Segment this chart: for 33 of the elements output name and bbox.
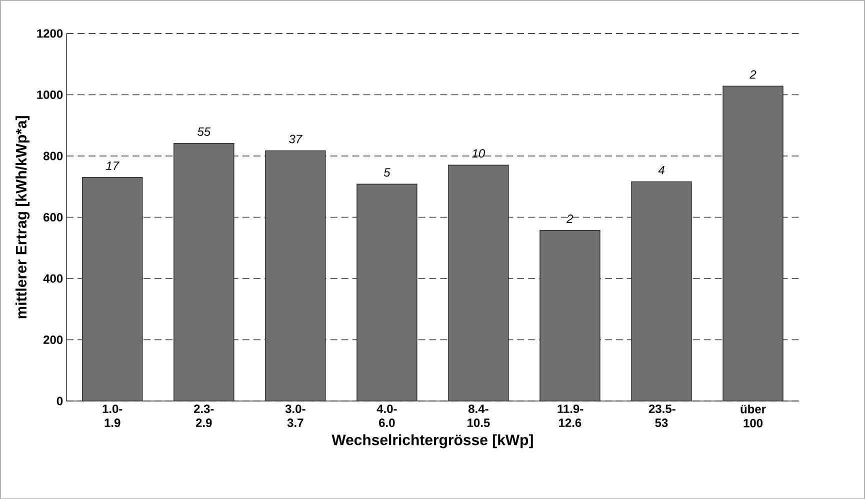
y-tick-label: 1000 <box>37 90 63 99</box>
annotation: 2 <box>566 214 574 223</box>
y-tick-label: 200 <box>44 335 63 344</box>
y-tick-label: 0 <box>56 396 63 406</box>
y-tick-label: 400 <box>43 274 63 283</box>
bar <box>448 164 508 401</box>
annotation: 10 <box>472 148 486 158</box>
y-tick-label: 600 <box>44 212 63 222</box>
bar <box>722 86 784 401</box>
x-tick-label: 23.5-53 <box>648 404 676 427</box>
annotation: 4 <box>658 166 664 174</box>
annotation: 37 <box>289 134 302 144</box>
bar <box>174 143 234 401</box>
annotation: 17 <box>106 161 120 170</box>
y-tick-label: 800 <box>43 152 63 160</box>
x-tick-label: über 100 <box>740 404 766 428</box>
x-tick-label: 3.0-3.7 <box>285 404 306 427</box>
x-tick-label: 8.4-10.5 <box>468 404 490 427</box>
bar <box>632 182 692 401</box>
bar <box>82 177 142 401</box>
y-tick-label: 1200 <box>37 29 63 38</box>
x-tick-label: 2.3-2.9 <box>194 404 214 427</box>
bar <box>265 150 326 401</box>
annotation: 5 <box>384 168 390 176</box>
bar <box>540 230 600 401</box>
x-tick-label: 1.0-1.9 <box>102 404 122 427</box>
y-axis-title: mittlerer Ertrag [kWh/kWp*a] <box>16 116 30 318</box>
x-tick-label: 11.9-12.6 <box>558 404 584 427</box>
annotation: 2 <box>750 70 756 78</box>
annotation: 55 <box>197 127 211 136</box>
bar <box>356 184 417 401</box>
x-tick-label: 4.0-6.0 <box>376 404 397 427</box>
x-axis-title: Wechselrichtergrösse [kWp] <box>332 434 533 448</box>
